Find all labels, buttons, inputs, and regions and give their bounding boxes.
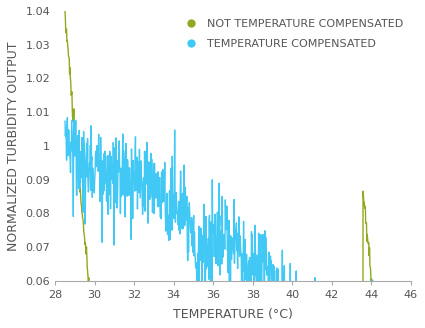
X-axis label: TEMPERATURE (°C): TEMPERATURE (°C) <box>173 308 293 321</box>
Y-axis label: NORMALIZED TURBIDITY OUTPUT: NORMALIZED TURBIDITY OUTPUT <box>7 41 20 251</box>
Legend: NOT TEMPERATURE COMPENSATED, TEMPERATURE COMPENSATED: NOT TEMPERATURE COMPENSATED, TEMPERATURE… <box>178 16 405 51</box>
